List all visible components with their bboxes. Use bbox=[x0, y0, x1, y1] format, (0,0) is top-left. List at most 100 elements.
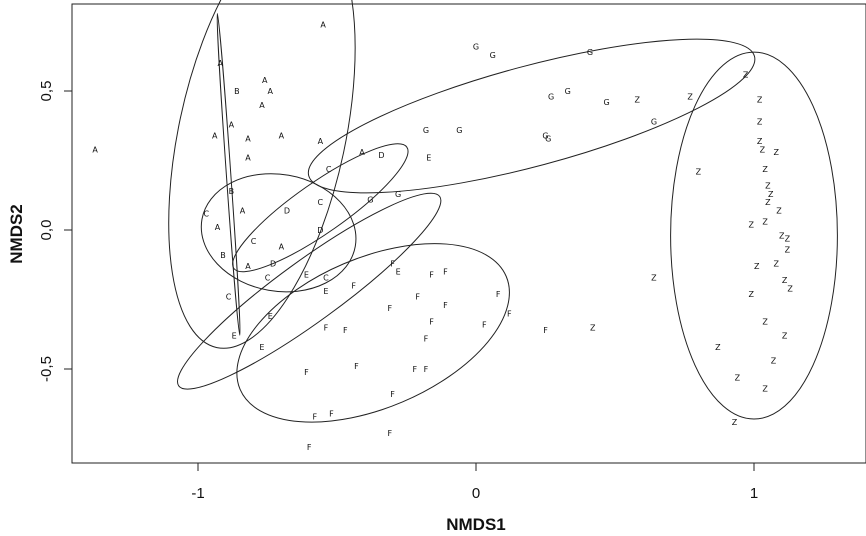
ellipse-layer bbox=[168, 0, 838, 423]
x-tick-label: -1 bbox=[191, 485, 204, 502]
data-point-f: F bbox=[354, 362, 359, 371]
data-point-g: G bbox=[548, 93, 554, 102]
data-point-c: C bbox=[204, 209, 210, 218]
data-point-f: F bbox=[388, 304, 393, 313]
data-point-f: F bbox=[351, 282, 356, 291]
confidence-ellipse-c bbox=[200, 173, 357, 293]
data-point-a: A bbox=[262, 76, 268, 85]
y-tick-label: 0,5 bbox=[38, 81, 55, 102]
data-point-a: A bbox=[279, 243, 285, 252]
data-point-z: Z bbox=[757, 95, 763, 104]
data-point-f: F bbox=[390, 390, 395, 399]
data-point-z: Z bbox=[785, 245, 791, 254]
data-point-z: Z bbox=[773, 148, 779, 157]
data-point-c: C bbox=[323, 273, 329, 282]
data-point-f: F bbox=[390, 259, 395, 268]
data-point-z: Z bbox=[590, 323, 596, 332]
data-point-e: E bbox=[304, 270, 309, 279]
data-point-f: F bbox=[424, 365, 429, 374]
data-point-z: Z bbox=[687, 93, 693, 102]
confidence-ellipse-g bbox=[307, 38, 756, 194]
data-point-a: A bbox=[92, 145, 98, 154]
data-point-g: G bbox=[587, 48, 593, 57]
data-point-f: F bbox=[443, 268, 448, 277]
data-point-z: Z bbox=[776, 207, 782, 216]
confidence-ellipse-b bbox=[216, 13, 241, 336]
data-point-b: B bbox=[229, 187, 235, 196]
data-point-a: A bbox=[215, 223, 221, 232]
data-point-z: Z bbox=[762, 218, 768, 227]
data-point-z: Z bbox=[732, 418, 738, 427]
confidence-ellipse-z bbox=[670, 51, 838, 420]
data-point-g: G bbox=[545, 134, 551, 143]
data-point-a: A bbox=[320, 20, 326, 29]
data-point-z: Z bbox=[735, 373, 741, 382]
confidence-ellipse-e bbox=[177, 192, 442, 390]
data-point-g: G bbox=[473, 43, 479, 52]
data-point-z: Z bbox=[757, 118, 763, 127]
data-point-f: F bbox=[415, 293, 420, 302]
data-point-a: A bbox=[217, 59, 223, 68]
data-point-f: F bbox=[496, 290, 501, 299]
data-point-f: F bbox=[307, 443, 312, 452]
data-point-f: F bbox=[312, 412, 317, 421]
data-point-a: A bbox=[359, 148, 365, 157]
data-point-e: E bbox=[323, 287, 328, 296]
data-point-g: G bbox=[651, 118, 657, 127]
data-point-e: E bbox=[259, 343, 264, 352]
data-point-z: Z bbox=[743, 70, 749, 79]
data-point-f: F bbox=[429, 318, 434, 327]
x-tick-label: 0 bbox=[472, 485, 480, 502]
data-point-g: G bbox=[565, 87, 571, 96]
data-point-a: A bbox=[318, 137, 324, 146]
data-point-d: D bbox=[378, 151, 384, 160]
data-point-c: C bbox=[265, 273, 271, 282]
data-point-a: A bbox=[240, 207, 246, 216]
data-point-f: F bbox=[424, 334, 429, 343]
data-point-z: Z bbox=[762, 318, 768, 327]
data-point-g: G bbox=[490, 51, 496, 60]
data-point-f: F bbox=[482, 321, 487, 330]
data-point-z: Z bbox=[634, 95, 640, 104]
data-point-c: C bbox=[226, 293, 232, 302]
data-point-c: C bbox=[251, 237, 257, 246]
data-point-z: Z bbox=[762, 384, 768, 393]
data-point-g: G bbox=[456, 126, 462, 135]
data-point-f: F bbox=[304, 368, 309, 377]
data-point-a: A bbox=[245, 154, 251, 163]
data-point-z: Z bbox=[762, 165, 768, 174]
data-point-f: F bbox=[343, 326, 348, 335]
data-point-f: F bbox=[329, 409, 334, 418]
data-point-z: Z bbox=[765, 198, 771, 207]
data-point-z: Z bbox=[757, 137, 763, 146]
y-tick-label: -0,5 bbox=[38, 356, 55, 382]
data-point-a: A bbox=[268, 87, 274, 96]
data-point-z: Z bbox=[785, 234, 791, 243]
data-point-z: Z bbox=[782, 332, 788, 341]
data-point-f: F bbox=[543, 326, 548, 335]
data-point-a: A bbox=[259, 101, 265, 110]
data-point-f: F bbox=[324, 323, 329, 332]
data-point-a: A bbox=[229, 120, 235, 129]
data-point-b: B bbox=[220, 251, 226, 260]
confidence-ellipse-a bbox=[168, 0, 356, 349]
data-point-g: G bbox=[604, 98, 610, 107]
y-tick-label: 0,0 bbox=[38, 220, 55, 241]
data-point-c: C bbox=[326, 165, 332, 174]
data-point-z: Z bbox=[715, 343, 721, 352]
confidence-ellipse-f bbox=[236, 243, 510, 423]
data-point-z: Z bbox=[748, 290, 754, 299]
data-point-d: D bbox=[284, 207, 290, 216]
data-point-a: A bbox=[279, 131, 285, 140]
data-point-d: D bbox=[317, 226, 323, 235]
data-point-e: E bbox=[268, 312, 273, 321]
data-point-e: E bbox=[396, 268, 401, 277]
data-point-e: E bbox=[232, 332, 237, 341]
data-point-g: G bbox=[395, 190, 401, 199]
data-point-z: Z bbox=[765, 182, 771, 191]
data-point-z: Z bbox=[754, 262, 760, 271]
data-point-z: Z bbox=[696, 168, 702, 177]
data-point-a: A bbox=[245, 262, 251, 271]
